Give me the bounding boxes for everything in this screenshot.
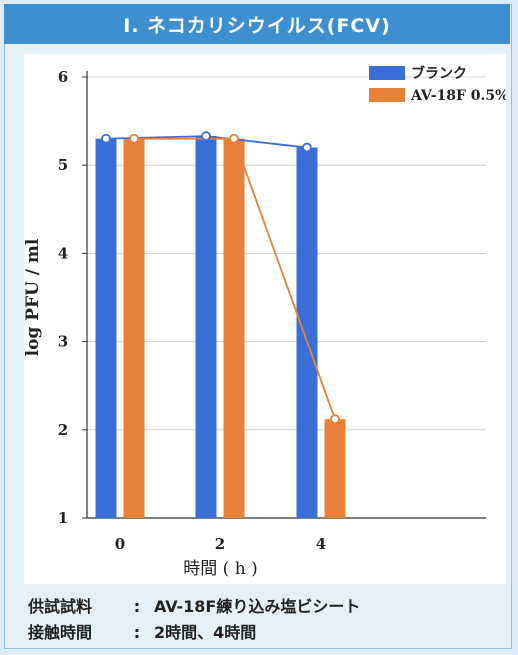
y-tick-label: 6	[58, 68, 68, 86]
y-tick-label: 5	[58, 156, 68, 174]
chart-header: Ⅰ. ネコカリシウイルス(FCV)	[4, 4, 510, 44]
footer-label: 供試試料	[28, 597, 93, 616]
footer-value: 2時間、4時間	[154, 623, 257, 642]
chart-panel: 1 2 3 4 5 6 log PFU / ml 0 2 4 時間 ( h ) ブランク AV-18F …	[24, 54, 506, 584]
footer-notes: 供試試料 : AV-18F練り込み塩ビシート 接触時間 : 2時間、4時間	[28, 594, 360, 646]
data-point-av18f	[330, 414, 340, 425]
footer-label: 接触時間	[28, 623, 93, 642]
legend-swatch-av18f	[369, 88, 405, 102]
bar-blank-0	[95, 138, 117, 518]
bar-blank-2	[195, 136, 217, 518]
footer-row-sample: 供試試料 : AV-18F練り込み塩ビシート	[28, 594, 360, 620]
footer-separator: :	[133, 623, 141, 642]
chart-title: Ⅰ. ネコカリシウイルス(FCV)	[123, 14, 391, 37]
x-axis-label: 時間 ( h )	[183, 559, 257, 579]
y-tick-label: 3	[58, 333, 68, 351]
bar-chart: 1 2 3 4 5 6 log PFU / ml 0 2 4 時間 ( h ) ブランク AV-18F …	[24, 65, 506, 579]
bar-av18f-4	[324, 419, 346, 518]
y-tick-label: 4	[58, 244, 68, 262]
footer-row-contact-time: 接触時間 : 2時間、4時間	[28, 620, 360, 646]
x-tick-label: 0	[115, 535, 125, 553]
data-point-av18f	[129, 133, 139, 144]
x-tick-label: 4	[316, 535, 326, 553]
bar-av18f-0	[123, 138, 145, 518]
footer-value: AV-18F練り込み塩ビシート	[154, 597, 361, 616]
data-point-blank	[201, 131, 211, 141]
bar-blank-4	[296, 147, 318, 518]
y-tick-label: 1	[58, 509, 68, 527]
legend-label-av18f: AV-18F 0.5%	[410, 88, 506, 104]
y-axis-label: log PFU / ml	[24, 238, 43, 356]
y-tick-label: 2	[58, 421, 68, 439]
x-tick-label: 2	[215, 535, 225, 553]
bar-av18f-2	[223, 138, 245, 518]
legend-swatch-blank	[369, 66, 405, 80]
data-point-blank	[101, 133, 111, 144]
footer-separator: :	[133, 597, 141, 616]
legend-label-blank: ブランク	[411, 65, 467, 82]
data-point-blank	[302, 142, 312, 153]
data-point-av18f	[229, 133, 239, 144]
